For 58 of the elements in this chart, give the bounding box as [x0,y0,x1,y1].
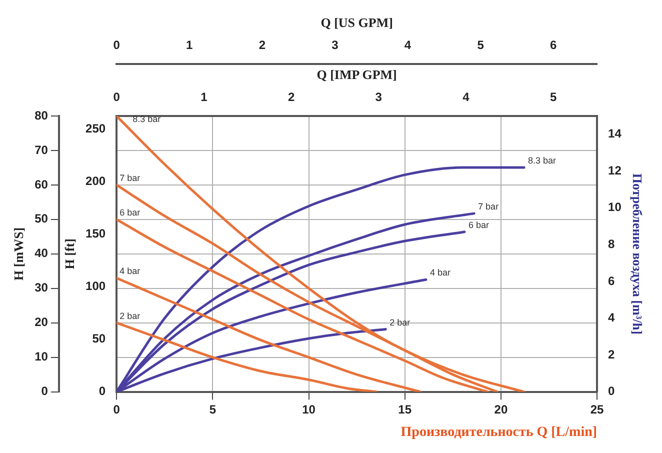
y3-tick-label: 250 [86,121,106,136]
text: 1 [200,90,208,104]
y-tick-label: 20 [34,315,48,330]
x2-tick-label: 0 [113,38,120,52]
y-tick-label: 80 [34,108,48,122]
series-label: 4 bar [120,266,140,276]
series-label: 6 bar [468,220,489,230]
y-tick-label: 0 [41,384,48,398]
x2-tick-label: 2 [258,38,266,52]
x2-tick-label: 5 [477,38,484,52]
text: 2 [288,90,295,104]
x2-tick-label: 4 [404,38,412,52]
x2-tick-label: 6 [550,38,558,52]
y2-axis-title: Потребление воздуха [m³/h] [630,173,645,334]
y2-tick-label: 2 [608,347,616,362]
x2-axis-title: Q [US GPM] [320,15,393,30]
series-label: 2 bar [120,310,140,321]
y2-tick-label: 0 [608,384,616,398]
y2-tick-label: 12 [608,163,622,178]
x-axis-title: Производительность Q [L/min] [400,425,598,440]
series-label: 7 bar [478,201,499,212]
y2-tick-label: 10 [608,200,622,214]
x-tick-label: 20 [494,402,508,416]
y-tick-label: 70 [34,142,48,157]
x-tick-label: 10 [302,402,316,416]
x-tick-label: 0 [113,402,120,416]
y-tick-label: 60 [34,177,48,192]
y2-tick-label: 8 [608,237,616,252]
y2-tick-label: 4 [608,310,616,325]
series-label: 8.3 bar [132,114,161,124]
text: 5 [550,90,558,104]
x2-tick-label: 1 [186,38,194,52]
series-label: 7 bar [120,172,140,183]
y-tick-label: 30 [34,280,48,295]
y-tick-label: 40 [34,246,48,260]
y2-tick-label: 14 [608,126,622,141]
x-tick-label: 15 [398,402,412,416]
series-label: 2 bar [390,317,410,328]
x-tick-label: 25 [590,402,604,416]
series-label: 8.3 bar [528,155,556,166]
y-tick-label: 10 [34,350,48,364]
x2-tick-label: 3 [332,38,339,52]
y2-tick-label: 6 [608,274,616,288]
text: 4 [462,90,470,104]
text: Q [IMP GPM] [316,67,397,82]
text: 3 [375,90,382,104]
series-label: 4 bar [430,268,451,278]
y3-tick-label: 150 [86,226,106,241]
x-tick-label: 5 [209,402,216,416]
series-label: 6 bar [120,207,140,218]
y-tick-label: 50 [34,212,48,226]
y3-tick-label: 100 [86,279,106,294]
y3-tick-label: 0 [98,384,106,398]
y3-tick-label: 200 [86,174,106,188]
text: 0 [113,90,120,104]
y-axis-title: H [mWS] [11,227,26,280]
y3-axis-title: H [ft] [62,238,78,270]
y3-tick-label: 50 [92,332,106,346]
